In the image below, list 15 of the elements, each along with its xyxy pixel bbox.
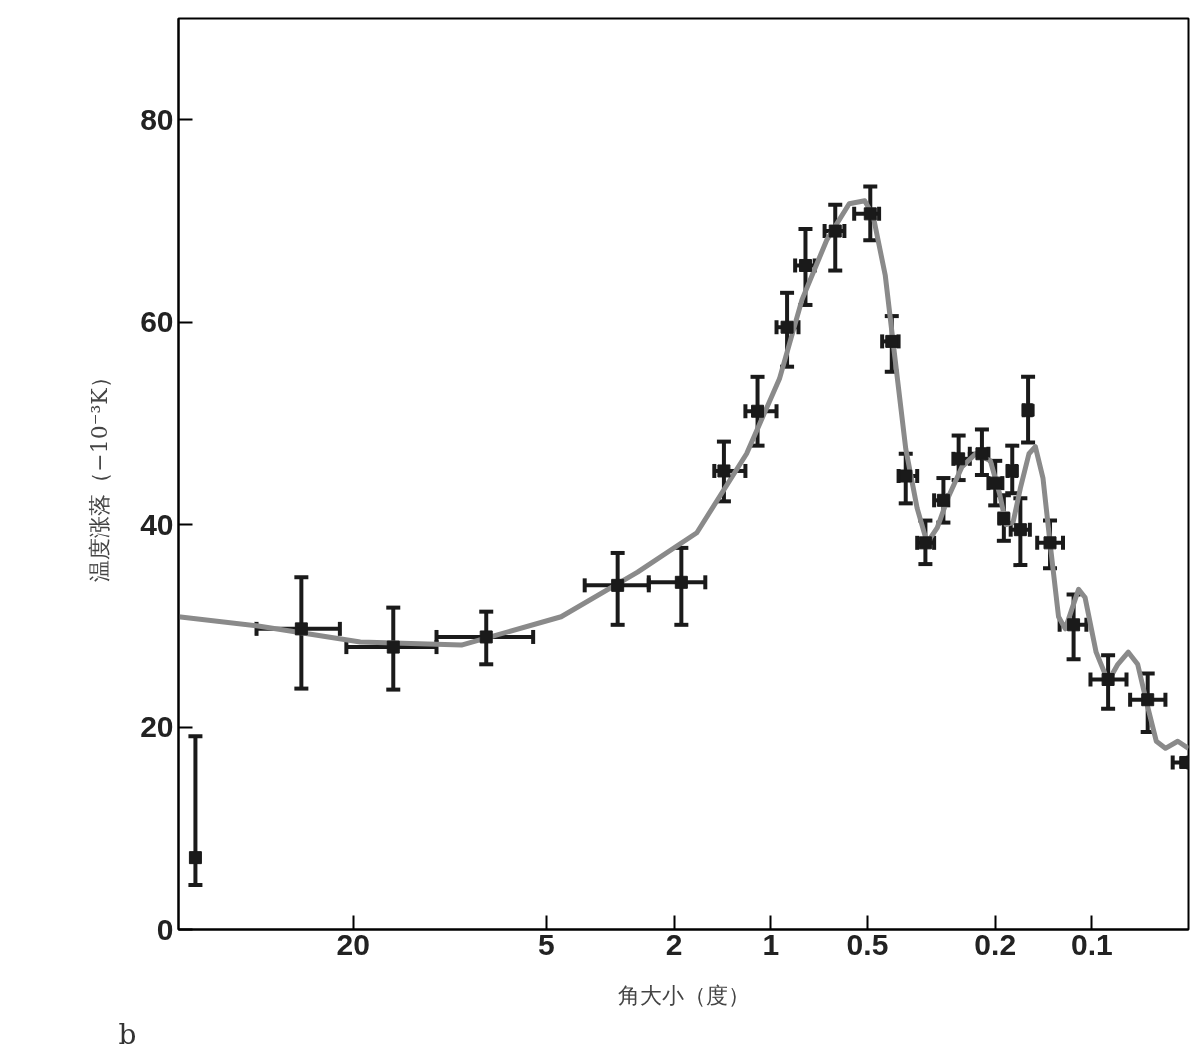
x-tick-label: 5 (538, 927, 555, 961)
y-tick-label: 0 (156, 912, 174, 946)
y-tick-label: 80 (140, 102, 174, 136)
y-tick-label: 20 (140, 710, 174, 744)
y-tick-label: 60 (140, 305, 174, 339)
y-axis-title: 温度涨落（−10⁻³K） (87, 366, 113, 582)
x-tick-label: 1 (762, 927, 780, 961)
text: b (118, 1017, 137, 1051)
x-tick-label: 0.1 (1071, 927, 1113, 961)
x-tick-label: 20 (336, 927, 370, 961)
x-tick-label: 0.2 (974, 927, 1017, 961)
x-tick-label: 2 (665, 927, 683, 961)
y-tick-label: 40 (140, 507, 174, 541)
x-axis-title: 角大小（度） (617, 982, 750, 1008)
x-tick-label: 0.5 (846, 927, 889, 961)
